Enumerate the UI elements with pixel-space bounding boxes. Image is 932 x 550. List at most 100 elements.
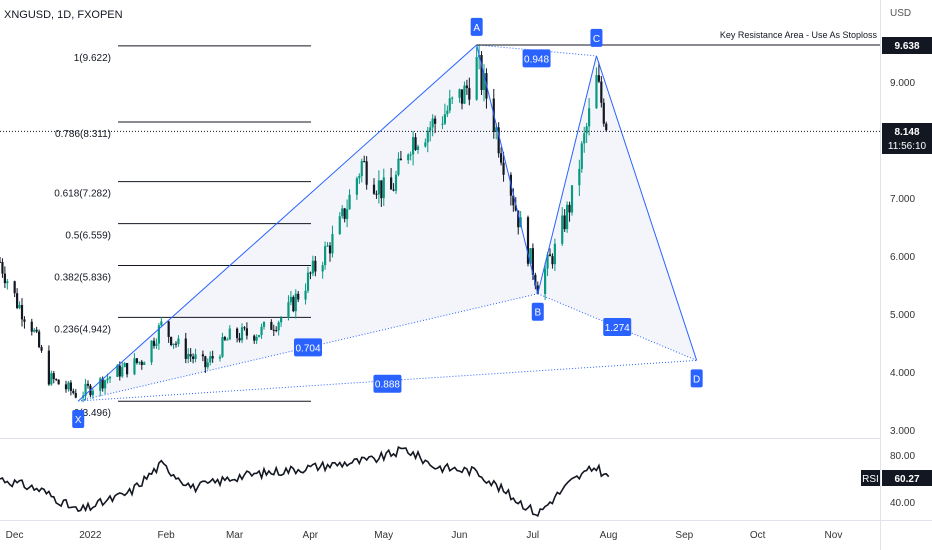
candle-body bbox=[6, 281, 9, 284]
candle-body bbox=[292, 296, 295, 312]
candle-body bbox=[104, 380, 107, 389]
fib-level-label: 1(9.622) bbox=[74, 53, 111, 64]
candle-body bbox=[561, 215, 564, 244]
time-axis: Dec 2022 Feb Mar Apr May Jun Jul Aug Sep Oct Nov bbox=[6, 530, 843, 541]
candle-body bbox=[277, 322, 280, 331]
candle-body bbox=[0, 261, 2, 263]
rsi-tick: 80.00 bbox=[890, 451, 915, 462]
candle-body bbox=[262, 321, 266, 327]
candle-body bbox=[201, 354, 204, 357]
candle-body bbox=[331, 234, 334, 254]
candle-body bbox=[343, 208, 346, 219]
candle-body bbox=[16, 293, 19, 308]
candle-body bbox=[304, 290, 307, 300]
candle-body bbox=[187, 354, 190, 359]
candle-body bbox=[309, 272, 312, 274]
candle-body bbox=[72, 390, 75, 394]
candle-body bbox=[294, 293, 297, 312]
candle-body bbox=[512, 195, 515, 206]
fib-level-label: 0.618(7.282) bbox=[54, 189, 111, 200]
candle-body bbox=[177, 338, 180, 345]
candle-body bbox=[412, 137, 415, 155]
candle-body bbox=[243, 327, 246, 329]
candle-body bbox=[221, 337, 224, 357]
time-tick: Aug bbox=[600, 530, 618, 541]
pattern-leg-AB[interactable] bbox=[476, 44, 539, 294]
candle-body bbox=[172, 343, 175, 345]
fib-level-label: 0.5(6.559) bbox=[65, 231, 111, 242]
candle-body bbox=[255, 337, 258, 341]
candle-body bbox=[583, 133, 586, 144]
time-tick: Oct bbox=[750, 530, 766, 541]
candle-body bbox=[99, 378, 102, 391]
candle-body bbox=[544, 268, 547, 295]
candle-body bbox=[272, 329, 275, 331]
candle-body bbox=[363, 161, 366, 163]
candle-body bbox=[429, 127, 432, 131]
candle-body bbox=[38, 331, 41, 348]
candle-body bbox=[118, 365, 121, 377]
rsi-tag: RSI 60.27 bbox=[861, 470, 932, 486]
candle-body bbox=[1, 262, 4, 274]
candle-body bbox=[238, 337, 241, 341]
candle-body bbox=[451, 97, 454, 99]
price-tick: 3.000 bbox=[890, 426, 915, 437]
resistance-price-tag: 9.638 bbox=[882, 37, 932, 54]
time-tick: Sep bbox=[675, 530, 693, 541]
pattern-leg-CD[interactable] bbox=[595, 55, 698, 361]
candle-body bbox=[326, 245, 329, 247]
candle-body bbox=[194, 354, 197, 359]
candle-body bbox=[588, 108, 591, 127]
pattern-ratio-label-bg bbox=[603, 318, 632, 337]
pattern-point-a-bg bbox=[470, 17, 483, 36]
candle-body bbox=[321, 265, 324, 272]
candle-body bbox=[13, 281, 16, 294]
candle-body bbox=[150, 340, 153, 363]
candle-body bbox=[517, 210, 520, 228]
candle-body bbox=[74, 393, 77, 398]
candle-body bbox=[348, 194, 351, 210]
pattern-labels: X A B C D 0.948 0.704 1.274 0.888 bbox=[72, 17, 703, 428]
time-tick: Apr bbox=[303, 530, 319, 541]
candle-body bbox=[121, 367, 124, 377]
pattern-ratio-label: 0.704 bbox=[295, 343, 320, 354]
candle-body bbox=[18, 305, 21, 308]
rsi-line bbox=[0, 446, 610, 518]
pattern-point-c-bg bbox=[590, 28, 603, 47]
candle-body bbox=[240, 327, 244, 341]
candle-body bbox=[563, 215, 566, 230]
candle-body bbox=[443, 114, 446, 124]
candle-body bbox=[211, 356, 214, 359]
candle-body bbox=[534, 274, 537, 286]
candle-body bbox=[407, 154, 410, 161]
candle-body bbox=[84, 383, 87, 396]
candle-body bbox=[355, 178, 358, 195]
candle-body bbox=[86, 383, 90, 386]
price-tick: 9.000 bbox=[890, 78, 915, 89]
candle-body bbox=[30, 321, 33, 332]
candle-body bbox=[497, 127, 500, 154]
candle-body bbox=[306, 272, 310, 291]
candle-body bbox=[35, 329, 38, 332]
candle-body bbox=[482, 73, 486, 91]
price-scale-border bbox=[880, 0, 881, 550]
rsi-label: RSI bbox=[862, 474, 879, 485]
candle-body bbox=[258, 335, 261, 338]
candle-body bbox=[529, 248, 532, 264]
candle-body bbox=[226, 339, 229, 341]
pattern-leg-BC[interactable] bbox=[537, 55, 597, 294]
fib-retracement[interactable]: 1(9.622) 0.786(8.311) 0.618(7.282) 0.5(6.55… bbox=[54, 45, 311, 419]
candle-body bbox=[20, 305, 24, 320]
candle-body bbox=[526, 217, 530, 264]
candle-body bbox=[424, 142, 427, 147]
candle-body bbox=[189, 354, 192, 357]
pane-separator[interactable] bbox=[0, 438, 880, 439]
candle-body bbox=[416, 146, 420, 150]
candle-body bbox=[260, 326, 263, 336]
candle-body bbox=[536, 285, 539, 295]
price-tick: 5.000 bbox=[890, 310, 915, 321]
time-tick: Mar bbox=[226, 530, 244, 541]
candle-body bbox=[360, 161, 363, 176]
pattern-leg-XA[interactable] bbox=[77, 44, 477, 402]
